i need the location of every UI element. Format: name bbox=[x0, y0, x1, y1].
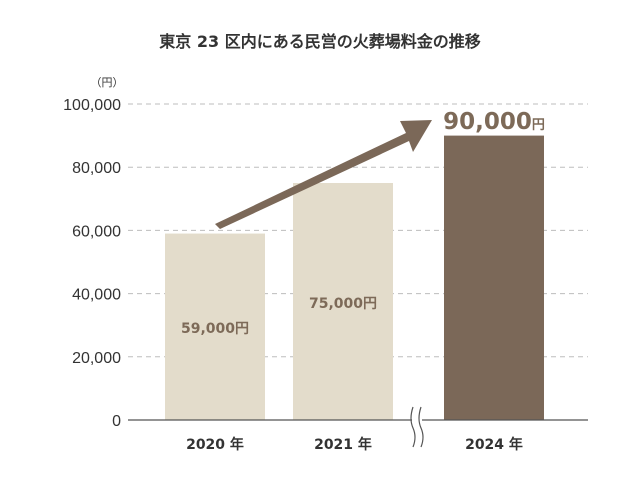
y-tick-label: 80,000 bbox=[72, 160, 121, 177]
bar bbox=[444, 135, 544, 420]
chart-title: 東京 23 区内にある民営の火葬場料金の推移 bbox=[159, 32, 481, 51]
y-tick-label: 40,000 bbox=[72, 287, 121, 304]
y-tick-label: 60,000 bbox=[72, 223, 121, 240]
trend-arrow bbox=[215, 120, 432, 229]
bar bbox=[165, 233, 265, 420]
x-tick-label: 2020 年 bbox=[186, 436, 244, 453]
data-label: 75,000円 bbox=[309, 296, 377, 312]
data-label: 59,000円 bbox=[181, 321, 249, 337]
y-tick-label: 100,000 bbox=[63, 97, 121, 114]
axis-break-mark bbox=[410, 406, 416, 448]
axis-break-gap bbox=[412, 418, 422, 423]
y-tick-label: 20,000 bbox=[72, 350, 121, 367]
x-tick-label: 2021 年 bbox=[314, 436, 372, 453]
bar bbox=[293, 183, 393, 420]
axis-break-mark bbox=[418, 406, 424, 448]
data-label-highlight: 90,000円 bbox=[443, 109, 545, 135]
y-axis-unit-label: （円） bbox=[91, 76, 124, 89]
x-tick-label: 2024 年 bbox=[465, 436, 523, 453]
y-tick-label: 0 bbox=[112, 413, 121, 430]
